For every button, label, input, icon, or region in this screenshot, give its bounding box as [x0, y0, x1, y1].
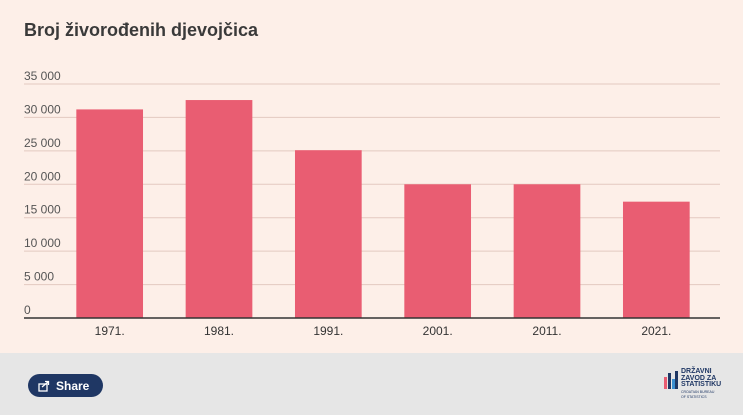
logo-text: DRŽAVNI ZAVOD ZA STATISTIKU CROATIAN BUR… — [681, 368, 722, 399]
y-tick-label: 25 000 — [24, 136, 61, 150]
dzs-logo: DRŽAVNI ZAVOD ZA STATISTIKU CROATIAN BUR… — [664, 368, 722, 399]
share-icon — [38, 380, 50, 392]
bar[interactable] — [513, 184, 581, 318]
share-button[interactable]: Share — [28, 374, 104, 397]
y-tick-label: 35 000 — [24, 69, 61, 83]
y-tick-label: 10 000 — [24, 236, 61, 250]
y-tick-label: 0 — [24, 303, 31, 317]
logo-line-1: DRŽAVNI — [681, 368, 712, 375]
y-tick-label: 20 000 — [24, 169, 61, 183]
logo-line-2: ZAVOD ZA — [681, 374, 717, 382]
bar[interactable] — [622, 201, 690, 318]
bar[interactable] — [294, 150, 362, 318]
y-tick-label: 5 000 — [24, 270, 54, 284]
gridlines — [24, 83, 720, 286]
chart-panel: Broj živorođenih djevojčica 0 5 000 10 000… — [0, 0, 743, 353]
bar-chart: 0 5 000 10 000 15 000 20 000 25 000 30 000 35 0… — [24, 69, 720, 338]
x-tick-label: 1971. — [95, 324, 125, 338]
x-tick-label: 1981. — [204, 324, 234, 338]
x-tick-label: 2021. — [641, 324, 671, 338]
bar[interactable] — [404, 184, 472, 318]
logo-line-4: CROATIAN BUREAU — [681, 389, 715, 394]
x-tick-label: 2011. — [532, 324, 561, 338]
share-label: Share — [56, 378, 90, 393]
bar[interactable] — [185, 100, 253, 318]
footer: Share DRŽAVNI ZAVOD ZA STATISTIKU CROATI… — [0, 353, 743, 415]
logo-line-3: STATISTIKU — [681, 381, 722, 388]
bars — [76, 100, 690, 318]
logo-line-5: OF STATISTICS — [681, 394, 707, 399]
bar[interactable] — [76, 109, 144, 318]
x-tick-label: 2001. — [423, 324, 453, 338]
x-tick-label: 1991. — [313, 324, 343, 338]
y-tick-label: 15 000 — [24, 203, 61, 217]
x-axis-ticks: 1971. 1981. 1991. 2001. 2011. 2021. — [95, 324, 672, 338]
y-axis-ticks: 0 5 000 10 000 15 000 20 000 25 000 30 000 35 0… — [24, 69, 61, 317]
logo-bars-icon — [664, 371, 678, 389]
y-tick-label: 30 000 — [24, 102, 61, 116]
chart-title: Broj živorođenih djevojčica — [24, 20, 259, 40]
